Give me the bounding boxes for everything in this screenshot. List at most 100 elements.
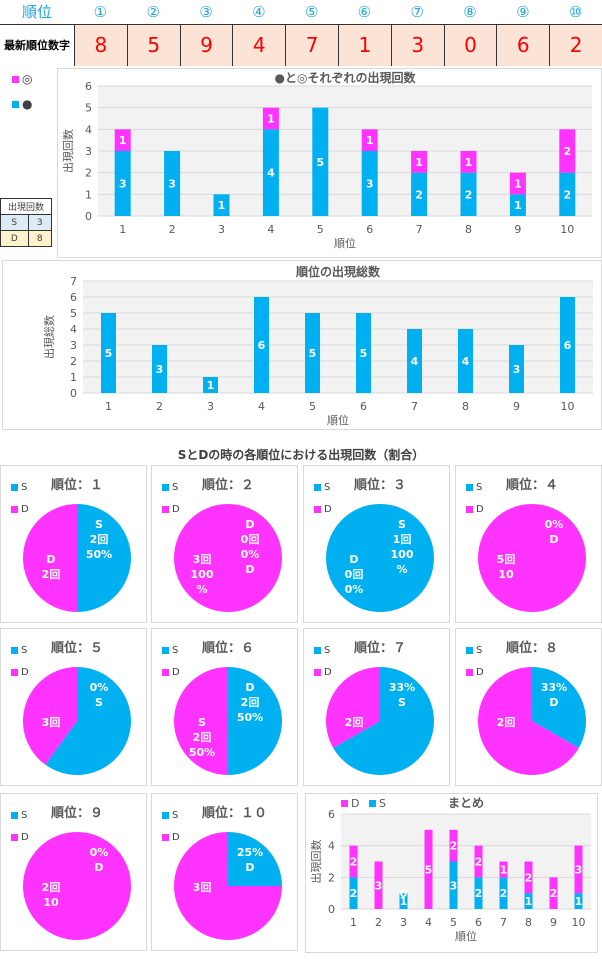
chart-appearance-count-panel: 0 1 2 3 4 5 6 1 2 3 4 5 6 7 8 9 10 ●と◎それぞれの出現回数 順位 出現回数 3 1 3 1…	[57, 68, 602, 258]
x-tick-label: 5	[309, 400, 316, 413]
y-tick-label: 1	[85, 188, 92, 201]
bar-segment	[560, 297, 575, 393]
data-label: 1	[514, 178, 522, 191]
pie-slice-s	[532, 667, 586, 748]
legend-swatch-d	[12, 76, 19, 83]
y-tick-label: 5	[85, 102, 92, 115]
rank-header-cell: ⑩	[568, 3, 583, 21]
pie-data-label: D	[46, 553, 55, 566]
legend-swatch-s	[314, 483, 321, 491]
bar-segment	[305, 313, 320, 393]
legend-label-s: S	[476, 645, 483, 656]
pie-data-label: D	[549, 533, 558, 546]
pie-data-label: D	[245, 861, 254, 874]
pie-legend-s: S	[466, 482, 482, 493]
pie-data-label: S	[95, 696, 103, 709]
x-tick-label: 2	[169, 223, 176, 236]
pie-slice-d	[23, 504, 77, 612]
x-tick-label: 9	[513, 400, 520, 413]
pie-data-label: 33%	[541, 681, 567, 694]
pie-data-label: 2回	[193, 730, 212, 744]
data-label: 3	[119, 178, 127, 191]
data-label: 2	[450, 840, 458, 853]
data-label: 2	[415, 188, 423, 201]
bar-segment	[356, 313, 371, 393]
data-label: 5	[309, 347, 317, 360]
y-tick-label: 0	[70, 387, 77, 400]
y-tick-label: 6	[328, 808, 335, 821]
legend-swatch-s	[11, 811, 18, 819]
x-tick-label: 9	[550, 916, 557, 929]
pie-panel: 順位：３ S D S 1回 100% D 0回 0%	[303, 465, 450, 623]
pie-data-label: S	[398, 518, 406, 531]
pie-title: 順位：７	[354, 641, 407, 656]
pie-data-label: 1回	[393, 532, 412, 546]
data-label: 1	[218, 199, 226, 212]
legend-swatch-d	[162, 505, 169, 513]
bar-segment	[499, 861, 508, 878]
data-label: 1	[415, 156, 423, 169]
data-label: 1	[500, 863, 508, 876]
pie-chart: 33% D 2回	[478, 667, 586, 775]
legend-swatch-d	[11, 505, 18, 513]
legend-label-s: S	[172, 810, 179, 821]
pie-section-title: SとDの時の各順位における出現回数（割合）	[177, 448, 425, 462]
pie-legend-s: S	[11, 645, 27, 656]
plot-area	[83, 281, 593, 393]
x-tick-label: 8	[465, 223, 472, 236]
legend-label-d: D	[476, 504, 484, 515]
pie-title: 順位：４	[506, 478, 559, 493]
bar-segment	[262, 107, 279, 130]
data-label: 5	[360, 347, 368, 360]
data-label: 5	[425, 863, 433, 876]
pie-legend-d: D	[466, 504, 484, 515]
x-tick-label: 10	[572, 916, 586, 929]
legend-label-s: S	[21, 810, 28, 821]
pie-slice-d	[478, 504, 586, 612]
pie-data-label: D	[549, 696, 558, 709]
legend-swatch-s	[162, 811, 169, 819]
plot-area	[341, 814, 591, 909]
pie-slice-d	[174, 504, 282, 612]
latest-digit-cell: 1	[338, 25, 391, 66]
legend-label-d: D	[476, 667, 484, 678]
y-axis-title: 出現回数	[61, 129, 75, 173]
pie-legend-d: D	[314, 667, 332, 678]
pie-data-label: D	[245, 681, 254, 694]
pie-legend-d: D	[162, 667, 180, 678]
rank-row: 順位 ① ② ③ ④ ⑤ ⑥ ⑦ ⑧ ⑨ ⑩	[0, 0, 602, 24]
bar-segment	[312, 107, 329, 216]
bar-segment	[349, 845, 358, 878]
y-tick-label: 1	[70, 371, 77, 384]
data-label: 6	[564, 339, 572, 352]
pie-data-label: 100	[191, 568, 214, 581]
data-label: 6	[258, 339, 266, 352]
pie-data-label: 50%	[189, 746, 215, 759]
pie-legend-s: S	[314, 482, 330, 493]
pie-data-label: 0回	[345, 567, 364, 581]
pie-title: 順位：１０	[202, 806, 268, 821]
bar-segment	[474, 845, 483, 878]
pie-legend-d: D	[162, 504, 180, 515]
data-label: 1	[575, 895, 583, 908]
data-label: 5	[105, 347, 113, 360]
data-label: 4	[267, 167, 275, 180]
pie-data-label: %	[196, 583, 207, 596]
y-tick-label: 6	[85, 80, 92, 93]
bar-segment	[559, 172, 576, 216]
bar-segment	[399, 893, 408, 909]
pie-slice-d	[174, 832, 282, 940]
bar-segment	[114, 129, 131, 151]
x-tick-label: 4	[425, 916, 432, 929]
legend-label-d: D	[324, 667, 332, 678]
y-tick-label: 2	[328, 871, 335, 884]
y-tick-label: 2	[85, 167, 92, 180]
rank-label: 順位	[21, 3, 52, 21]
pie-title: 順位：８	[506, 641, 559, 656]
x-tick-label: 6	[360, 400, 367, 413]
y-tick-label: 0	[328, 903, 335, 916]
pie-legend-s: S	[162, 482, 178, 493]
bar-segment	[449, 861, 458, 909]
data-label: 5	[316, 156, 324, 169]
